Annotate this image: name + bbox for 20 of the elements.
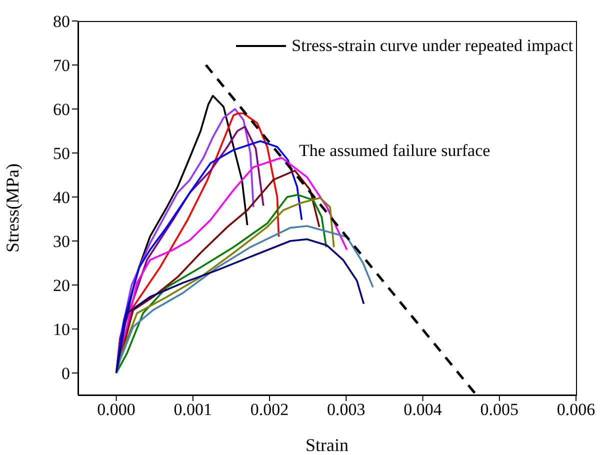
x-tick-label: 0.005 — [480, 400, 519, 420]
x-tick-label: 0.001 — [174, 400, 212, 420]
legend-label: Stress-strain curve under repeated impact — [292, 36, 573, 56]
y-tick-label: 80 — [53, 12, 70, 32]
y-tick-label: 50 — [53, 144, 70, 164]
x-tick-label: 0.004 — [404, 400, 442, 420]
x-tick-label: 0.002 — [250, 400, 289, 420]
x-axis-title: Strain — [306, 435, 348, 455]
x-tick-label: 0.003 — [327, 400, 366, 420]
x-tick-label: 0.000 — [97, 400, 136, 420]
annotation: The assumed failure surface — [299, 141, 490, 161]
y-tick-label: 60 — [53, 100, 70, 120]
y-tick-label: 40 — [53, 188, 70, 208]
y-axis-title: Stress(MPa) — [2, 163, 22, 252]
y-tick-label: 30 — [53, 232, 70, 252]
y-tick-label: 20 — [53, 276, 70, 296]
y-tick-label: 70 — [53, 56, 70, 76]
y-tick-label: 0 — [62, 364, 70, 384]
y-tick-label: 10 — [53, 320, 70, 340]
x-tick-label: 0.006 — [556, 400, 596, 420]
